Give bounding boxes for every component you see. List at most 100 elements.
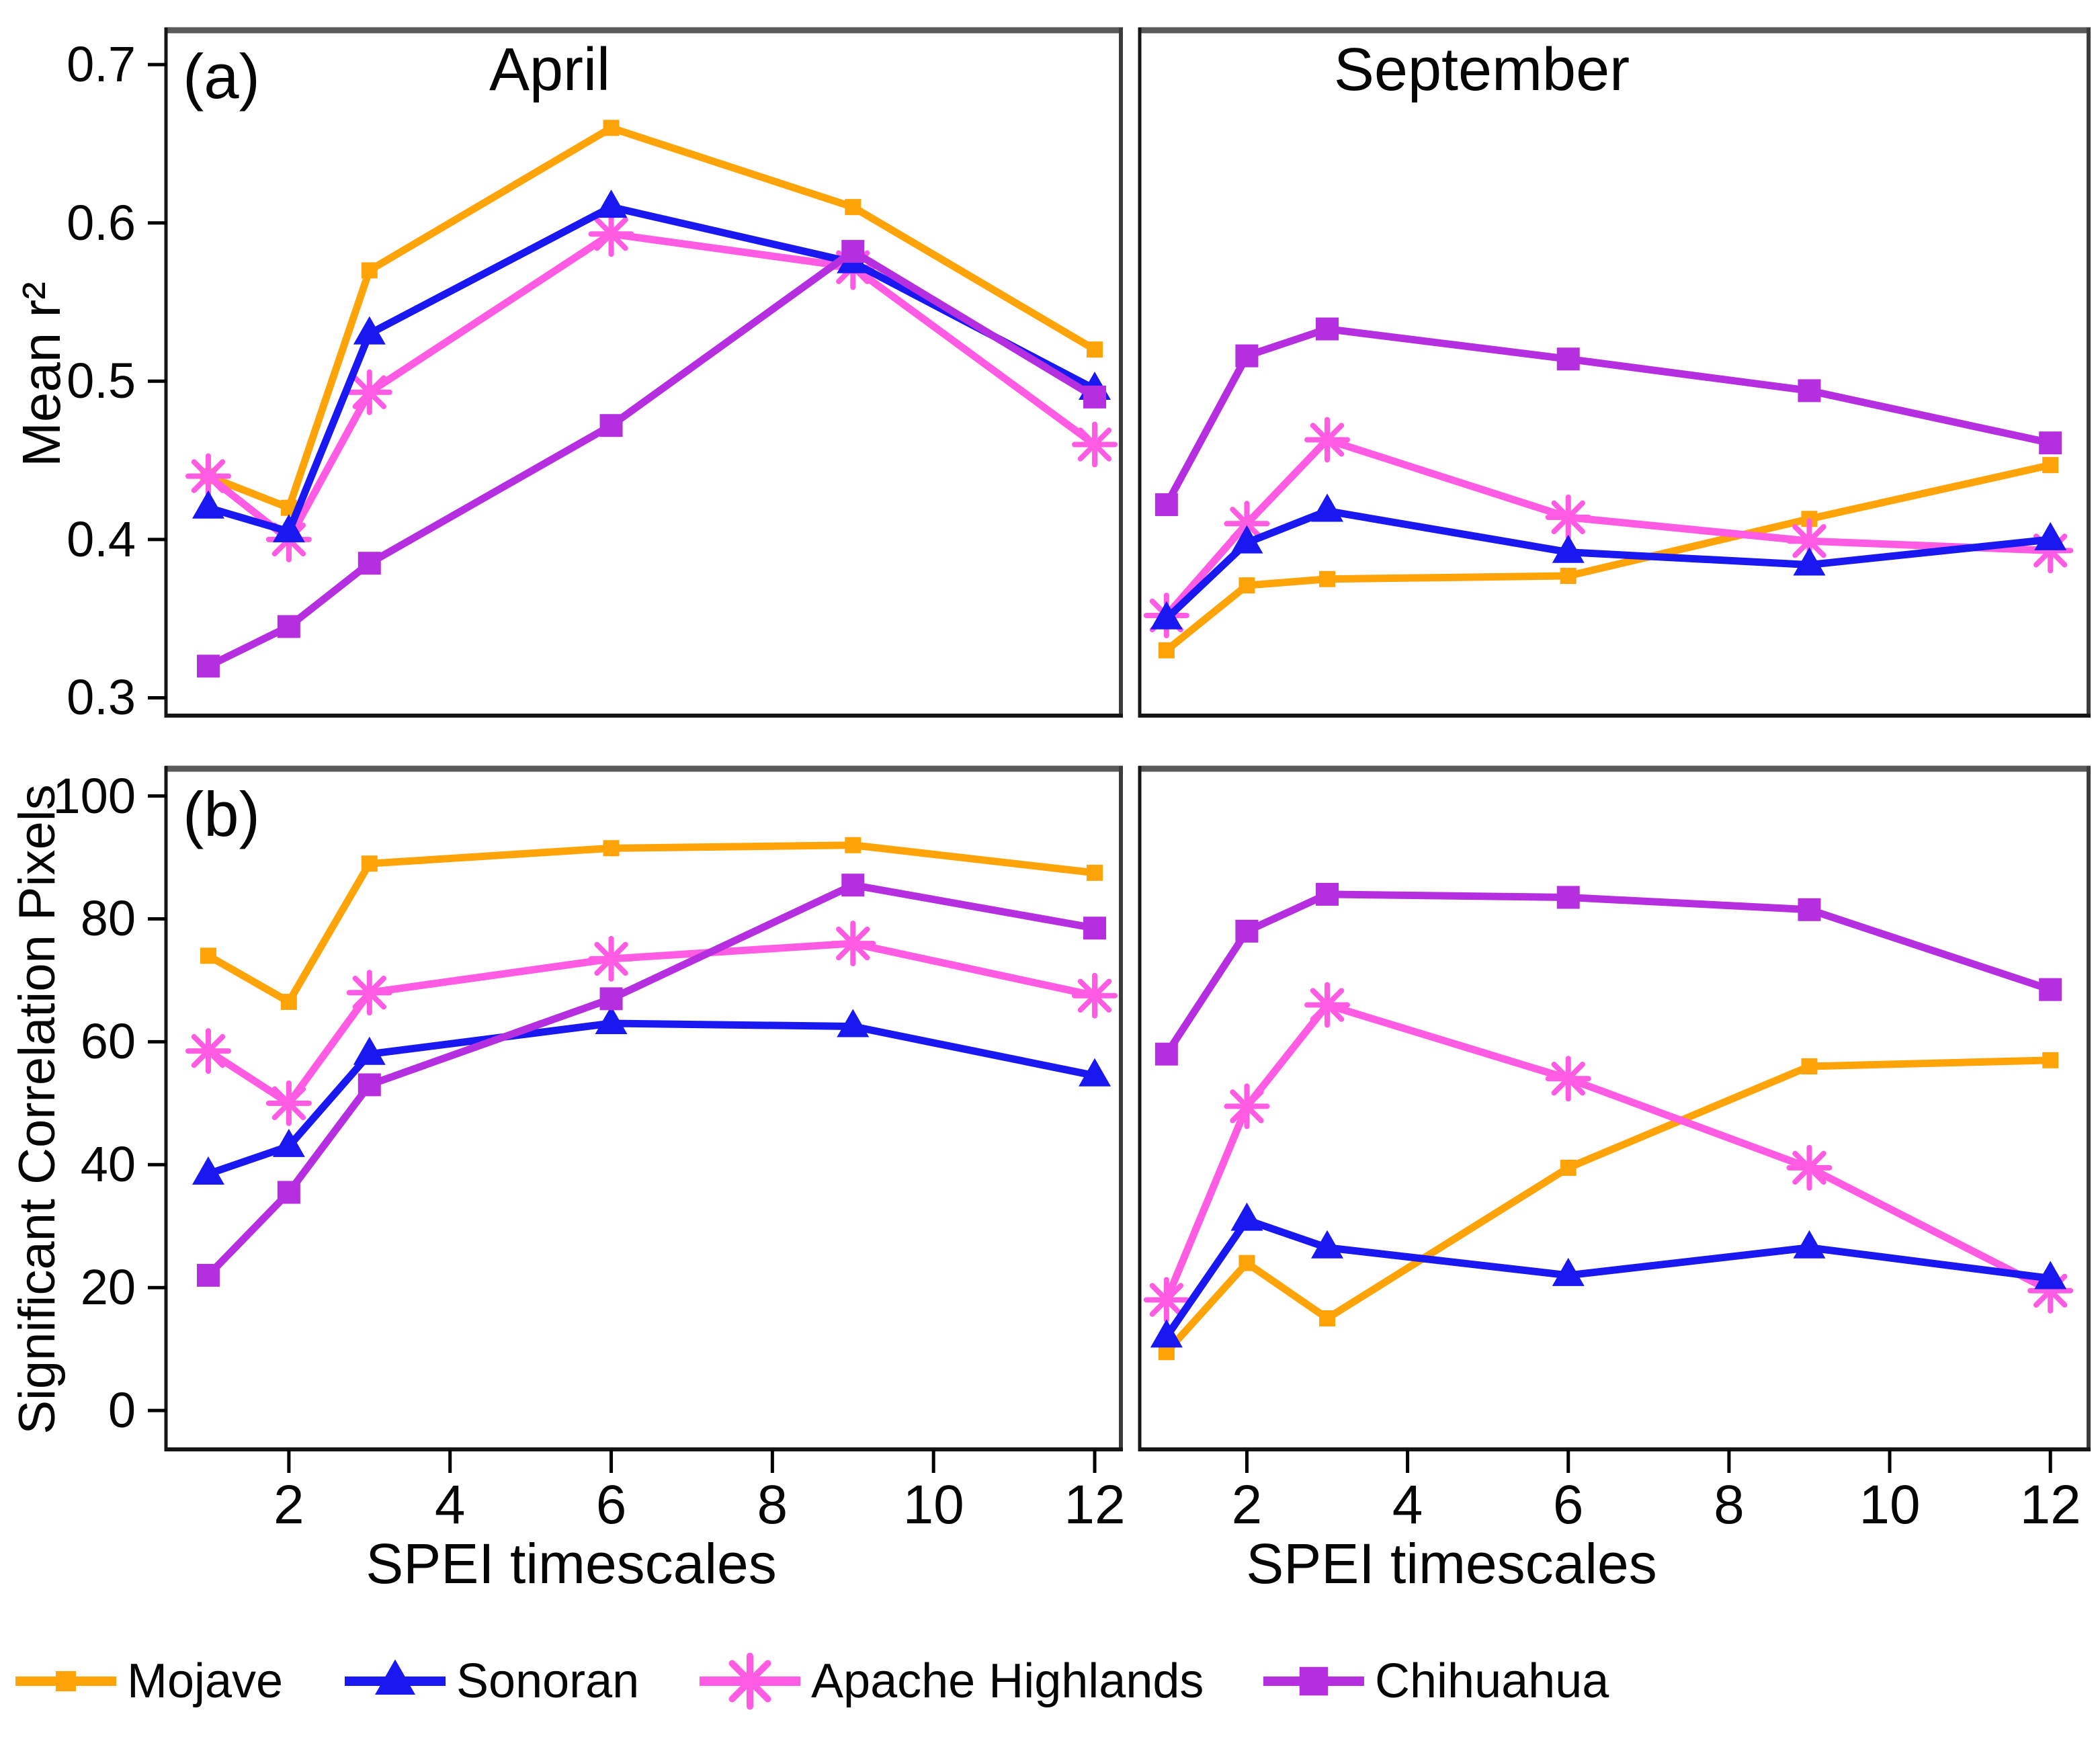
panel-title-september: September <box>1333 36 1630 103</box>
marker-square <box>196 1263 220 1287</box>
marker-square <box>1083 917 1107 940</box>
x-tick-label: 6 <box>595 1474 627 1535</box>
series-markers-mojave <box>200 837 1103 1010</box>
marker-asterisk <box>346 970 392 1016</box>
y-tick-label: 100 <box>52 767 136 824</box>
marker-square <box>1235 919 1259 943</box>
legend-label: Chihuahua <box>1375 1654 1609 1708</box>
marker-square <box>358 1073 381 1097</box>
series-markers-apache-highlands <box>185 921 1118 1126</box>
marker-square-small <box>1087 341 1103 358</box>
x-tick-label: 12 <box>2019 1474 2081 1535</box>
marker-asterisk <box>1304 982 1351 1028</box>
series-markers-apache-highlands <box>1143 982 2074 1323</box>
marker-square <box>277 1181 300 1204</box>
marker-asterisk <box>1072 972 1118 1019</box>
marker-asterisk <box>1143 1277 1189 1323</box>
marker-asterisk <box>265 1080 312 1126</box>
series-markers-sonoran <box>1150 1202 2067 1348</box>
x-tick-label: 10 <box>902 1474 964 1535</box>
marker-square <box>841 874 865 897</box>
marker-asterisk <box>185 1028 231 1074</box>
marker-square <box>277 615 300 638</box>
legend-item-chihuahua: Chihuahua <box>1263 1641 1609 1722</box>
legend-item-sonoran: Sonoran <box>345 1641 639 1722</box>
panel-tag-a: (a) <box>183 41 260 112</box>
marker-asterisk <box>1545 494 1591 540</box>
series-line-mojave <box>1163 1056 2054 1356</box>
series-markers-sonoran <box>1150 493 2067 630</box>
marker-triangle <box>1150 601 1183 630</box>
marker-square-small <box>1238 577 1255 594</box>
sonoran-marker-icon <box>345 1659 446 1695</box>
apache-highlands-marker-icon <box>700 1652 800 1710</box>
marker-triangle <box>1230 525 1263 554</box>
marker-triangle <box>1552 1257 1585 1286</box>
marker-square-small <box>603 120 620 136</box>
series-line-apache-highlands <box>204 939 1099 1107</box>
marker-asterisk <box>1786 518 1833 564</box>
x-axis-label-left: SPEI timescales <box>366 1532 777 1595</box>
marker-square-small <box>1238 1255 1255 1271</box>
series-line-apache-highlands <box>1163 435 2054 620</box>
marker-square <box>1316 882 1339 906</box>
marker-square <box>2039 978 2062 1001</box>
marker-square-small <box>1319 570 1336 587</box>
marker-square <box>599 414 623 437</box>
marker-triangle <box>1311 493 1344 522</box>
x-axis-label-right: SPEI timescales <box>1246 1532 1657 1595</box>
marker-triangle <box>2034 1261 2067 1289</box>
marker-square <box>1154 493 1178 517</box>
marker-square-small <box>2042 1052 2059 1068</box>
marker-square-small <box>2042 457 2059 474</box>
marker-asterisk <box>588 935 634 982</box>
marker-square <box>1556 347 1580 371</box>
marker-square-small <box>845 199 862 216</box>
series-markers-chihuahua <box>196 874 1107 1287</box>
marker-square-small <box>1319 1310 1336 1326</box>
series-markers-mojave <box>1158 457 2059 659</box>
marker-asterisk <box>346 369 392 415</box>
marker-asterisk <box>830 921 876 967</box>
marker-triangle <box>1079 1058 1111 1087</box>
marker-square <box>1316 317 1339 341</box>
x-tick-label: 8 <box>1714 1474 1745 1535</box>
marker-square <box>599 987 623 1011</box>
marker-asterisk <box>1786 1144 1833 1191</box>
marker-square-small <box>1560 568 1577 585</box>
marker-asterisk <box>185 453 231 499</box>
legend-label: Sonoran <box>456 1654 640 1708</box>
series-markers-chihuahua <box>1154 882 2062 1066</box>
series-line-chihuahua <box>204 247 1099 670</box>
marker-square <box>1556 886 1580 909</box>
series-markers-sonoran <box>192 1005 1111 1185</box>
marker-square-small <box>361 262 378 279</box>
series-line-sonoran <box>204 1019 1099 1178</box>
x-tick-label: 4 <box>1392 1474 1423 1535</box>
marker-asterisk <box>721 1652 779 1710</box>
legend-label: Apache Highlands <box>811 1654 1204 1708</box>
y-tick-label: 60 <box>80 1013 136 1070</box>
marker-asterisk <box>1224 1083 1270 1130</box>
panel-bottom-left <box>148 765 1123 1473</box>
y-tick-label: 40 <box>80 1136 136 1193</box>
marker-asterisk <box>588 211 634 257</box>
series-line-sonoran <box>1163 507 2054 623</box>
marker-triangle <box>1552 534 1585 563</box>
marker-triangle <box>272 514 305 543</box>
marker-square-small <box>200 947 216 964</box>
y-tick-label: 80 <box>80 890 136 947</box>
chihuahua-marker-icon <box>1263 1666 1364 1696</box>
marker-square <box>1083 385 1107 409</box>
series-line-sonoran <box>204 203 1099 536</box>
series-line-mojave <box>204 124 1099 512</box>
marker-square <box>1154 1042 1178 1066</box>
series-line-sonoran <box>1163 1216 2054 1341</box>
marker-triangle <box>192 490 224 519</box>
marker-square-small <box>361 855 378 872</box>
panel-tag-b: (b) <box>183 779 260 849</box>
series-line-chihuahua <box>1163 325 2054 509</box>
series-line-mojave <box>204 841 1099 1006</box>
marker-square <box>1798 898 1821 921</box>
